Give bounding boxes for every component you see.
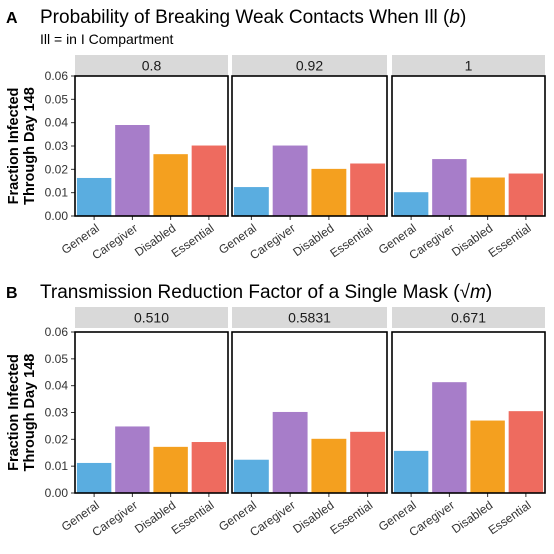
panel-title-symbol: b [449,7,460,28]
panel-title-main: Probability of Breaking Weak Contacts Wh… [40,7,450,28]
bar-caregiver [432,159,467,216]
bar-disabled [311,168,347,216]
facet-strip-label: 0.510 [134,310,169,326]
facet-strip-label: 0.5831 [288,310,331,326]
facet-strip [392,307,545,328]
x-tick-label: Essential [169,221,217,260]
facet-strip [75,307,228,328]
facet-border [231,75,388,217]
y-tick-label: 0.01 [45,459,69,473]
y-tick-label: 0.03 [45,139,69,153]
facet-border [231,331,388,494]
bar-essential [508,411,544,493]
bar-caregiver [432,382,467,493]
y-tick-label: 0.01 [45,186,69,200]
panel-subtitle: Ill = in I Compartment [40,31,174,47]
facet-border [391,331,546,494]
bar-caregiver [272,145,308,216]
y-tick-label: 0.04 [45,116,69,130]
y-axis-title: Fraction InfectedThrough Day 148 [6,87,38,205]
panel-label: A [6,10,18,27]
panel-title-end: ) [486,282,492,303]
x-tick-label: Essential [486,498,534,537]
facet-strip-label: 1 [465,58,473,74]
y-tick-label: 0.00 [45,486,69,500]
panel-b: B Transmission Reduction Factor of a Sing… [6,282,546,539]
y-tick-label: 0.05 [45,352,69,366]
panel-a: A Probability of Breaking Weak Contacts W… [6,7,546,262]
facet-strip-label: 0.92 [296,58,323,74]
bar-general [393,450,429,493]
facet-strip-label: 0.8 [142,58,162,74]
facet-strip [232,55,387,76]
x-tick-label: Essential [327,221,375,260]
facet-strip [392,55,545,76]
facet-border [74,75,229,217]
x-tick-label: Essential [486,221,534,260]
facet-strip [75,55,228,76]
bar-general [76,177,112,216]
y-axis-title-line1: Fraction Infected [6,354,22,471]
bar-disabled [470,177,505,216]
bar-general [76,462,112,493]
x-tick-label: Essential [169,498,217,537]
y-tick-label: 0.04 [45,379,69,393]
facet-border [74,331,229,494]
panel-title-main: Transmission Reduction Factor of a Singl… [40,282,460,303]
bar-disabled [153,154,188,216]
bar-general [233,187,269,216]
x-tick-label: Essential [327,498,375,537]
bar-general [233,459,269,493]
bar-essential [508,173,544,216]
bar-caregiver [115,125,150,216]
bar-disabled [153,446,188,493]
panel-label: B [6,285,18,302]
y-axis-title: Fraction InfectedThrough Day 148 [6,354,38,472]
bar-essential [191,442,227,493]
panel-title: Transmission Reduction Factor of a Singl… [40,282,492,303]
y-axis-title-line2: Through Day 148 [22,354,38,472]
y-tick-label: 0.06 [45,325,69,339]
panel-title: Probability of Breaking Weak Contacts Wh… [40,7,466,28]
bar-disabled [470,420,505,493]
facet-strip [232,307,387,328]
bar-essential [350,163,386,216]
y-tick-label: 0.06 [45,69,69,83]
y-axis-title-line1: Fraction Infected [6,88,22,205]
y-tick-label: 0.02 [45,162,69,176]
facet-strip-label: 0.671 [451,310,486,326]
panel-title-symbol: √m [460,282,486,303]
bar-caregiver [115,426,150,493]
bar-caregiver [272,411,308,493]
bar-essential [191,145,227,216]
bar-disabled [311,438,347,493]
bar-essential [350,431,386,493]
y-tick-label: 0.05 [45,92,69,106]
panel-title-end: ) [460,7,466,28]
y-tick-label: 0.03 [45,406,69,420]
y-tick-label: 0.00 [45,209,69,223]
bar-general [393,192,429,216]
y-axis-title-line2: Through Day 148 [22,87,38,205]
y-tick-label: 0.02 [45,432,69,446]
facet-border [391,75,546,217]
